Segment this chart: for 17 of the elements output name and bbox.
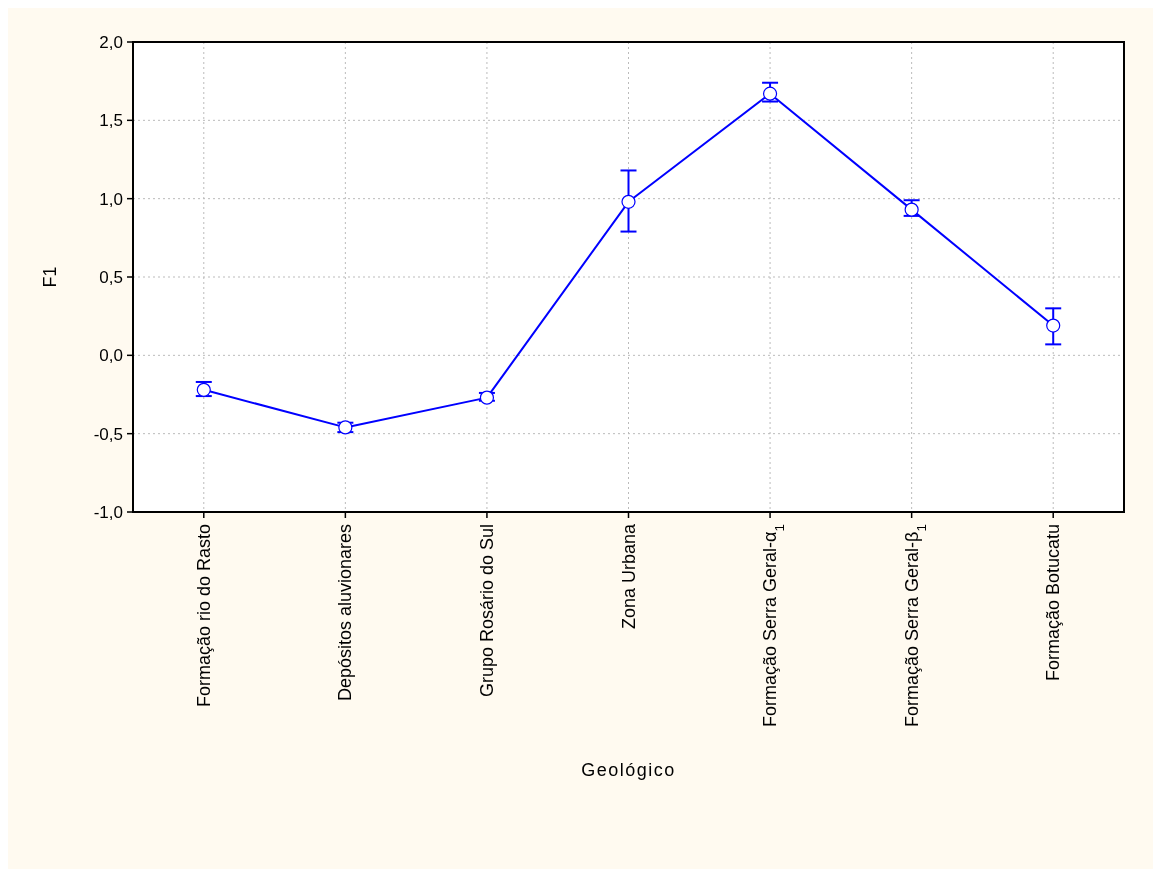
point — [621, 194, 636, 209]
y-axis-title: F1 — [40, 266, 60, 288]
x-tick-label: Zona Urbana — [618, 523, 639, 630]
y-tick-label: -0,5 — [93, 424, 123, 444]
y-tick-label: -1,0 — [93, 502, 123, 522]
y-tick-label: 2,0 — [99, 32, 123, 52]
y-tick-label: 0,0 — [99, 346, 123, 366]
x-tick-label: Formação Botucatu — [1043, 524, 1064, 682]
x-axis-title: Geológico — [581, 760, 676, 780]
y-tick-label: 1,0 — [99, 189, 123, 209]
point — [762, 86, 778, 101]
x-tick-label: Depósitos aluvionares — [335, 524, 356, 702]
x-tick-label: Formação rio do Rasto — [193, 524, 214, 708]
x-tick-label: Grupo Rosário do Sul — [476, 524, 497, 698]
y-tick-label: 0,5 — [99, 267, 123, 287]
y-tick-label: 1,5 — [99, 111, 123, 131]
point — [1046, 318, 1061, 333]
